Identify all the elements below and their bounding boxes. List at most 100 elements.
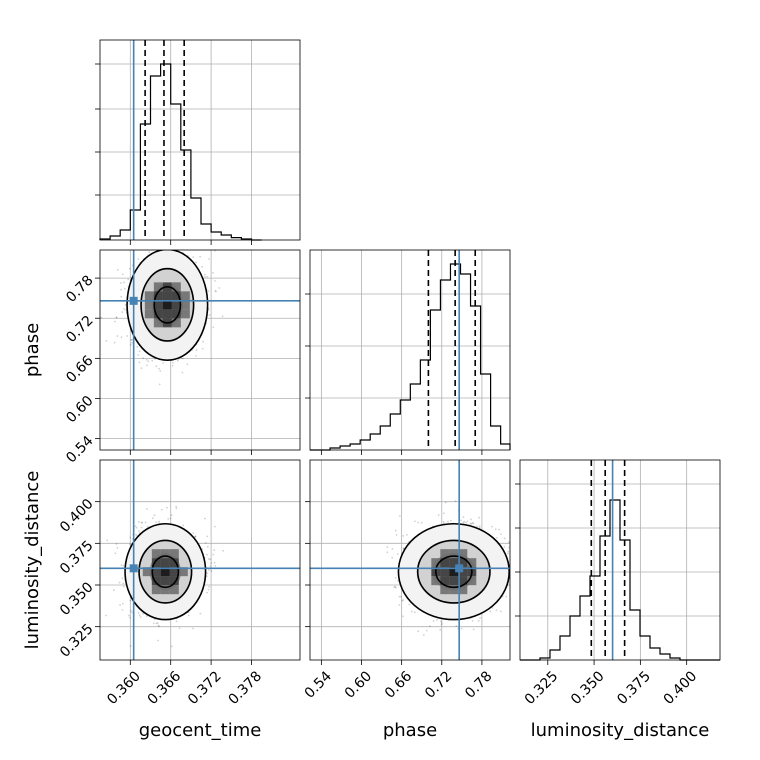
sample-point: [118, 581, 121, 584]
sample-point: [122, 582, 125, 585]
sample-point: [477, 619, 480, 622]
sample-point: [505, 595, 508, 598]
sample-point: [158, 520, 160, 523]
sample-point: [176, 359, 179, 362]
hist-step-luminosity_distance: [520, 499, 720, 661]
sample-point: [153, 618, 156, 621]
contour-2: [397, 522, 510, 621]
sample-point: [400, 595, 402, 598]
sample-point: [121, 311, 124, 313]
sample-point: [134, 525, 137, 528]
sample-point: [145, 358, 148, 361]
sample-point: [155, 622, 158, 625]
density-cell: [467, 576, 477, 586]
sample-point: [386, 546, 389, 549]
sample-point: [207, 569, 210, 572]
sample-point: [142, 357, 145, 360]
sample-point: [121, 602, 124, 605]
sample-point: [140, 526, 143, 529]
sample-point: [204, 541, 207, 544]
sample-point: [145, 615, 148, 618]
sample-point: [440, 622, 443, 625]
density-cell: [458, 576, 468, 586]
sample-point: [391, 548, 394, 550]
density-cell: [171, 291, 181, 301]
sample-point: [437, 514, 440, 516]
density-cell: [153, 318, 163, 328]
sample-point: [128, 614, 130, 617]
density-cell: [458, 558, 468, 568]
sample-point: [395, 586, 397, 589]
density-cell: [449, 558, 459, 568]
sample-point: [410, 610, 413, 613]
density-cell: [458, 585, 468, 595]
density-cell: [162, 300, 172, 310]
sample-point: [115, 316, 118, 319]
density-cell: [162, 291, 172, 301]
sample-point: [206, 572, 209, 575]
sample-point: [175, 507, 178, 510]
sample-point: [170, 514, 173, 516]
sample-point: [394, 529, 397, 532]
scatter-panel-geocent_time-vs-phase: 0.540.600.660.720.78: [63, 249, 301, 466]
sample-point: [178, 627, 181, 630]
sample-point: [201, 347, 204, 350]
sample-point: [119, 604, 121, 606]
sample-point: [199, 255, 202, 258]
density-cell: [449, 549, 459, 559]
scatter-phase-luminosity_distance-frame: [309, 459, 511, 661]
sample-point: [156, 622, 159, 624]
sample-point: [194, 535, 197, 537]
density-cell: [151, 585, 161, 595]
sample-point: [454, 500, 457, 503]
sample-point: [207, 290, 210, 293]
sample-point: [135, 526, 138, 529]
sample-point: [124, 303, 127, 306]
sample-point: [391, 556, 394, 559]
sample-point: [206, 535, 209, 538]
sample-point: [145, 508, 148, 510]
sample-point: [158, 383, 161, 386]
sample-point: [105, 339, 108, 342]
density-cell: [449, 585, 459, 595]
sample-point: [100, 316, 103, 319]
y-axis-label-phase: phase: [22, 323, 43, 377]
sample-point: [206, 553, 208, 556]
sample-point: [210, 570, 213, 572]
sample-point: [137, 521, 140, 523]
hist-luminosity_distance-frame: [519, 459, 721, 661]
density-cell: [144, 309, 154, 319]
sample-point: [394, 577, 397, 579]
sample-point: [222, 549, 225, 552]
sample-point: [192, 256, 195, 258]
sample-point: [144, 521, 147, 524]
sample-point: [204, 276, 206, 278]
sample-point: [171, 365, 174, 367]
sample-point: [206, 545, 209, 548]
sample-point: [121, 608, 124, 611]
scatter-geocent_time-phase-frame: [99, 249, 301, 451]
sample-point: [207, 588, 210, 591]
sample-point: [212, 272, 214, 274]
sample-point: [122, 585, 125, 588]
sample-point: [170, 645, 173, 648]
sample-point: [208, 257, 210, 260]
density-cell: [171, 318, 181, 328]
sample-point: [489, 610, 492, 613]
contour-1: [140, 267, 195, 342]
sample-point: [203, 273, 206, 276]
truth-marker: [129, 564, 138, 573]
sample-point: [123, 287, 126, 290]
sample-point: [138, 361, 141, 364]
sample-point: [386, 551, 389, 554]
sample-point: [449, 519, 452, 522]
sample-point: [186, 363, 189, 366]
sample-point: [460, 627, 463, 630]
sample-point: [432, 620, 435, 622]
density-cell: [431, 558, 441, 568]
sample-point: [146, 525, 149, 528]
sample-point: [394, 585, 397, 588]
density-cell: [151, 576, 161, 586]
sample-point: [213, 525, 216, 528]
